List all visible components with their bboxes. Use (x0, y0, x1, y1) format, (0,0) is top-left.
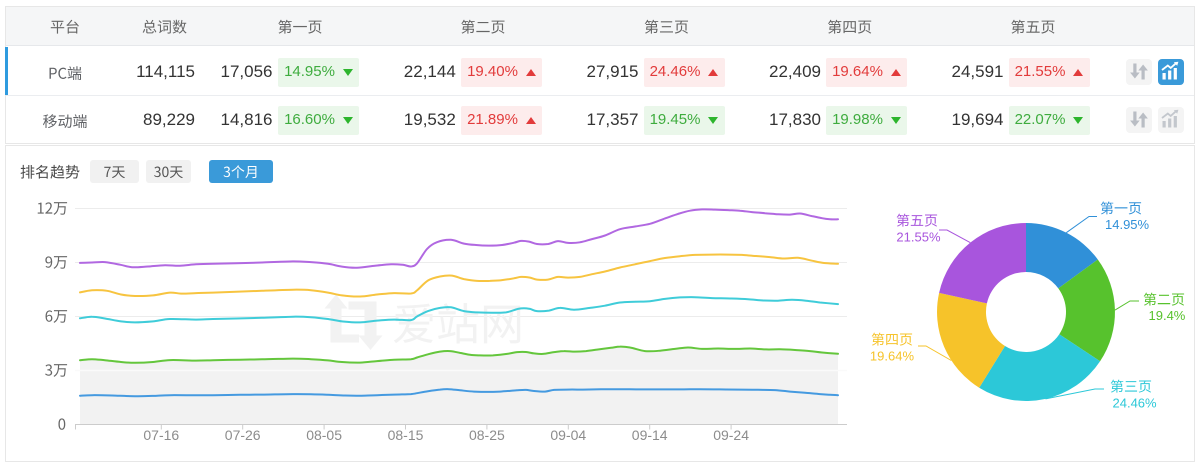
svg-text:09-24: 09-24 (713, 427, 749, 443)
svg-text:08-15: 08-15 (388, 427, 424, 443)
svg-text:21.55%: 21.55% (896, 230, 941, 245)
svg-text:08-25: 08-25 (469, 427, 505, 443)
svg-text:08-05: 08-05 (306, 427, 342, 443)
svg-text:19.64%: 19.64% (870, 349, 915, 364)
svg-text:07-26: 07-26 (225, 427, 261, 443)
svg-text:09-14: 09-14 (632, 427, 668, 443)
svg-text:07-16: 07-16 (143, 427, 179, 443)
svg-text:19.4%: 19.4% (1149, 308, 1186, 323)
svg-text:14.95%: 14.95% (1105, 217, 1150, 232)
svg-text:09-04: 09-04 (550, 427, 586, 443)
svg-text:24.46%: 24.46% (1113, 396, 1158, 411)
